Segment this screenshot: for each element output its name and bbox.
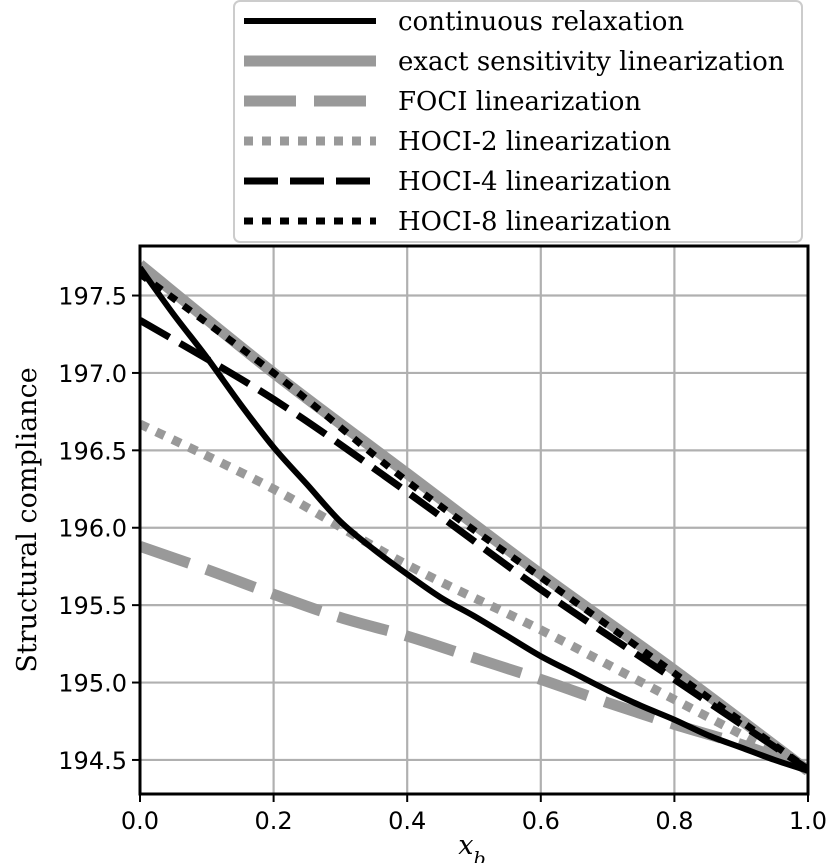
- y-tick-label: 195.0: [58, 670, 127, 698]
- x-tick-label: 0.2: [255, 807, 293, 835]
- x-tick-label: 0.0: [121, 807, 159, 835]
- legend-label-4: HOCI-2 linearization: [398, 127, 671, 157]
- x-tick-label: 0.8: [655, 807, 693, 835]
- y-axis-title: Structural compliance: [12, 367, 43, 672]
- series-group: [140, 260, 808, 776]
- x-tick-label: 1.0: [789, 807, 827, 835]
- plot-frame: [138, 244, 810, 796]
- legend-label-2: exact sensitivity linearization: [398, 47, 785, 77]
- y-tick-label: 194.5: [58, 747, 127, 775]
- series-line-6: [140, 271, 808, 773]
- legend-label-3: FOCI linearization: [398, 87, 641, 117]
- x-axis-title: xb: [458, 830, 485, 863]
- legend-label-1: continuous relaxation: [398, 7, 684, 37]
- y-tick-label: 196.0: [58, 515, 127, 543]
- series-line-4: [140, 419, 808, 774]
- legend-frame: [233, 0, 803, 243]
- x-tick-label: 0.6: [522, 807, 560, 835]
- series-line-1: [140, 265, 808, 774]
- y-tick-label: 197.5: [58, 283, 127, 311]
- y-tick-label: 196.5: [58, 437, 127, 465]
- y-tick-label: 197.0: [58, 360, 127, 388]
- series-line-2: [140, 260, 808, 776]
- y-tick-label: 195.5: [58, 592, 127, 620]
- legend-label-6: HOCI-8 linearization: [398, 207, 671, 237]
- legend-label-5: HOCI-4 linearization: [398, 167, 671, 197]
- legend: continuous relaxation exact sensitivity l…: [233, 0, 803, 243]
- x-tick-label: 0.4: [388, 807, 426, 835]
- ticks: 0.0 0.2 0.4 0.6 0.8 1.0 194.5 195.0 195.5 196.0 19…: [58, 283, 827, 835]
- series-line-5: [140, 317, 808, 773]
